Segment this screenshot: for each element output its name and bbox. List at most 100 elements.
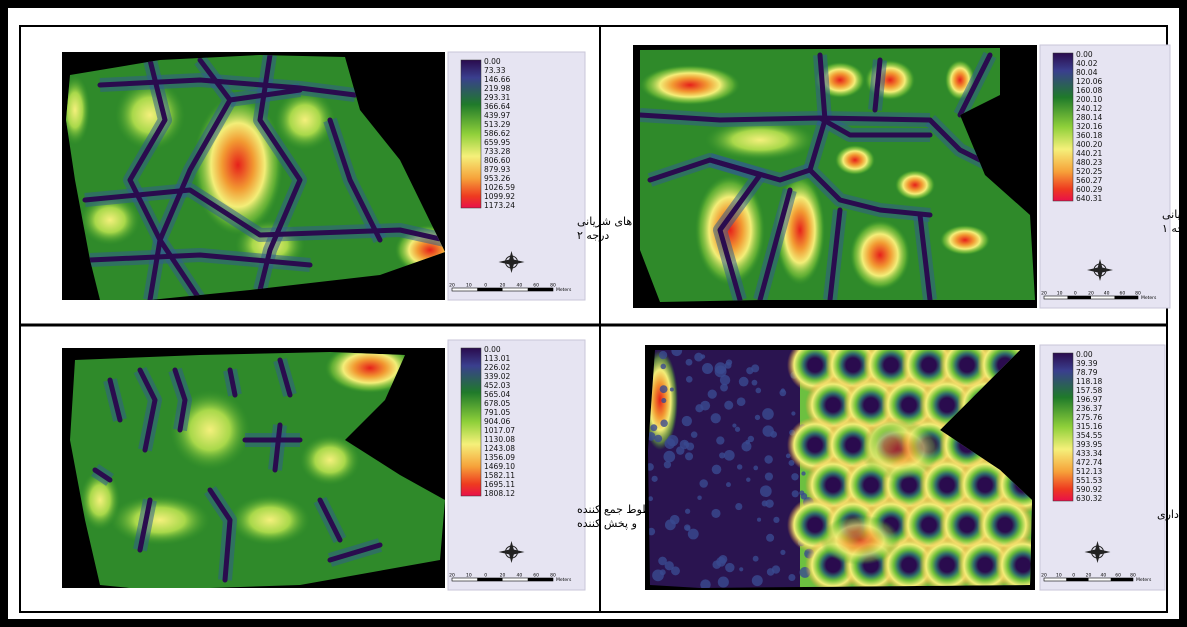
road bbox=[97, 77, 358, 98]
scale-bar-fill bbox=[1067, 296, 1091, 299]
road bbox=[807, 52, 933, 218]
dot bbox=[746, 477, 751, 482]
road bbox=[227, 367, 238, 398]
hot-spot bbox=[860, 420, 940, 480]
legend-label: 226.02 bbox=[484, 363, 510, 372]
heat-spot bbox=[300, 435, 360, 485]
inner-frame bbox=[19, 25, 1168, 613]
heat-spot bbox=[640, 65, 740, 105]
road bbox=[647, 157, 763, 302]
scale-label: 40 bbox=[516, 573, 522, 579]
dot bbox=[725, 562, 735, 573]
scale-label: 20 bbox=[449, 573, 455, 579]
dot bbox=[752, 555, 759, 562]
dot bbox=[791, 490, 799, 498]
legend-label: 120.06 bbox=[1076, 77, 1102, 86]
dot bbox=[663, 461, 672, 469]
scale-label: 20 bbox=[1088, 291, 1094, 297]
dot bbox=[714, 362, 727, 374]
legend-label: 520.25 bbox=[1076, 167, 1102, 176]
legend-label: 275.76 bbox=[1076, 413, 1102, 422]
compass-ring bbox=[505, 545, 518, 559]
legend-label: 196.97 bbox=[1076, 395, 1102, 404]
legend-label: 118.18 bbox=[1076, 377, 1102, 386]
legend-label: 0.00 bbox=[1076, 50, 1093, 59]
dot bbox=[738, 376, 749, 387]
scale-label: 60 bbox=[533, 283, 539, 289]
road bbox=[817, 115, 933, 138]
dot bbox=[724, 400, 734, 410]
legend-label: 551.53 bbox=[1076, 476, 1102, 485]
compass-ring bbox=[1093, 263, 1107, 277]
road bbox=[277, 357, 293, 398]
ring bbox=[995, 537, 1032, 588]
dot bbox=[658, 350, 668, 360]
legend-label: 236.37 bbox=[1076, 404, 1102, 413]
compass bbox=[498, 251, 525, 273]
legend-label: 630.32 bbox=[1076, 494, 1102, 503]
legend-title: درجه ۲ bbox=[577, 229, 609, 242]
legend-label: 360.18 bbox=[1076, 131, 1102, 140]
scale-bar-fill bbox=[1114, 296, 1138, 299]
legend-label: 0.00 bbox=[484, 57, 501, 66]
map-panel: 0.0073.33146.66219.98293.31366.64439.975… bbox=[62, 51, 650, 301]
legend-label: 1695.11 bbox=[484, 480, 515, 489]
compass bbox=[498, 541, 525, 563]
dot bbox=[648, 527, 656, 536]
legend-label: 1026.59 bbox=[484, 183, 515, 192]
legend-label: 146.66 bbox=[484, 75, 510, 84]
legend-label: 200.10 bbox=[1076, 95, 1102, 104]
heat-spot bbox=[835, 145, 875, 175]
scale-bar-fill bbox=[1110, 578, 1133, 581]
dot bbox=[765, 499, 774, 508]
road bbox=[137, 497, 153, 553]
dot bbox=[726, 482, 731, 488]
legend-label: 1469.10 bbox=[484, 462, 515, 471]
road bbox=[107, 377, 123, 423]
dot bbox=[660, 419, 668, 427]
dot bbox=[690, 431, 698, 438]
heat-spot bbox=[325, 352, 415, 393]
dot bbox=[753, 465, 759, 471]
legend-label: 219.98 bbox=[484, 84, 510, 93]
dot bbox=[746, 367, 754, 375]
dot bbox=[734, 426, 741, 432]
dot bbox=[687, 528, 699, 540]
heat-spot bbox=[80, 470, 120, 530]
scale-label: 80 bbox=[550, 283, 556, 289]
road bbox=[272, 422, 283, 473]
scale-label: 20 bbox=[1041, 573, 1047, 579]
dot bbox=[699, 479, 708, 488]
dot bbox=[651, 475, 658, 482]
dot bbox=[659, 569, 666, 576]
road bbox=[127, 57, 168, 300]
legend-label: 80.04 bbox=[1076, 68, 1098, 77]
scale-bar-fill bbox=[527, 288, 553, 291]
dot bbox=[666, 434, 679, 447]
map-panel: 0.0039.3978.79118.18157.58196.97236.3727… bbox=[645, 344, 1187, 591]
dot bbox=[736, 464, 743, 470]
road bbox=[957, 52, 993, 118]
dot bbox=[724, 361, 732, 369]
dot bbox=[711, 508, 721, 519]
legend-label: 160.08 bbox=[1076, 86, 1102, 95]
dot bbox=[762, 425, 774, 437]
dot bbox=[681, 415, 693, 427]
scale-unit: Meters bbox=[556, 287, 572, 293]
road bbox=[227, 87, 303, 103]
legend-label: 791.05 bbox=[484, 408, 510, 417]
legend-label: 354.55 bbox=[1076, 431, 1102, 440]
dot bbox=[707, 389, 717, 399]
legend-title: خطوط جمع کننده bbox=[577, 503, 658, 516]
dot bbox=[719, 452, 726, 459]
map-panel: 0.00113.01226.02339.02452.03565.04678.05… bbox=[62, 339, 658, 591]
heat-spot bbox=[850, 220, 910, 290]
scale-label: 60 bbox=[1119, 291, 1125, 297]
dot bbox=[683, 441, 688, 446]
heat-spot bbox=[80, 195, 140, 245]
legend-label: 513.29 bbox=[484, 120, 510, 129]
scale-label: 20 bbox=[449, 283, 455, 289]
road bbox=[917, 212, 933, 302]
legend-label: 1356.09 bbox=[484, 453, 515, 462]
dot bbox=[660, 363, 667, 370]
